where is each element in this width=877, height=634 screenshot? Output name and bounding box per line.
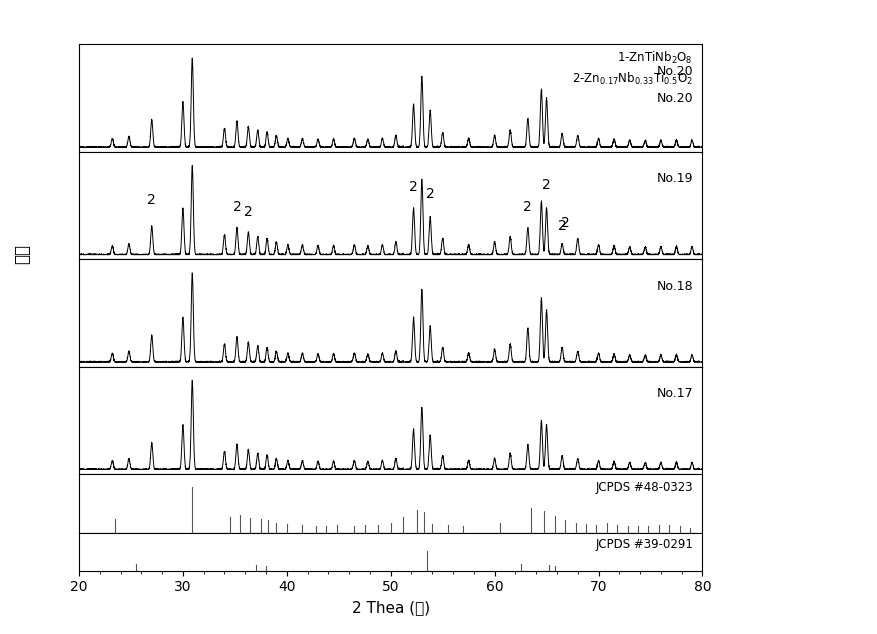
Text: JCPDS #39-0291: JCPDS #39-0291 <box>595 538 692 550</box>
X-axis label: 2 Thea (度): 2 Thea (度) <box>352 600 429 615</box>
Text: 2: 2 <box>425 187 434 201</box>
Text: 2: 2 <box>523 200 531 214</box>
Text: 2: 2 <box>409 180 417 194</box>
Text: No.20: No.20 <box>656 91 692 105</box>
Text: 2: 2 <box>560 216 569 230</box>
Text: No.20: No.20 <box>656 65 692 78</box>
Text: 2: 2 <box>557 219 566 233</box>
Text: No.17: No.17 <box>656 387 692 400</box>
Text: 1-ZnTiNb$_2$O$_8$: 1-ZnTiNb$_2$O$_8$ <box>617 49 692 66</box>
Text: 2-Zn$_{0.17}$Nb$_{0.33}$Ti$_{0.5}$O$_2$: 2-Zn$_{0.17}$Nb$_{0.33}$Ti$_{0.5}$O$_2$ <box>572 71 692 87</box>
Text: 强度: 强度 <box>13 243 31 264</box>
Text: 2: 2 <box>232 200 241 214</box>
Text: JCPDS #48-0323: JCPDS #48-0323 <box>595 481 692 494</box>
Text: No.18: No.18 <box>656 280 692 292</box>
Text: 2: 2 <box>147 193 156 207</box>
Text: 2: 2 <box>542 178 550 192</box>
Text: No.19: No.19 <box>656 172 692 185</box>
Text: 2: 2 <box>244 205 253 219</box>
